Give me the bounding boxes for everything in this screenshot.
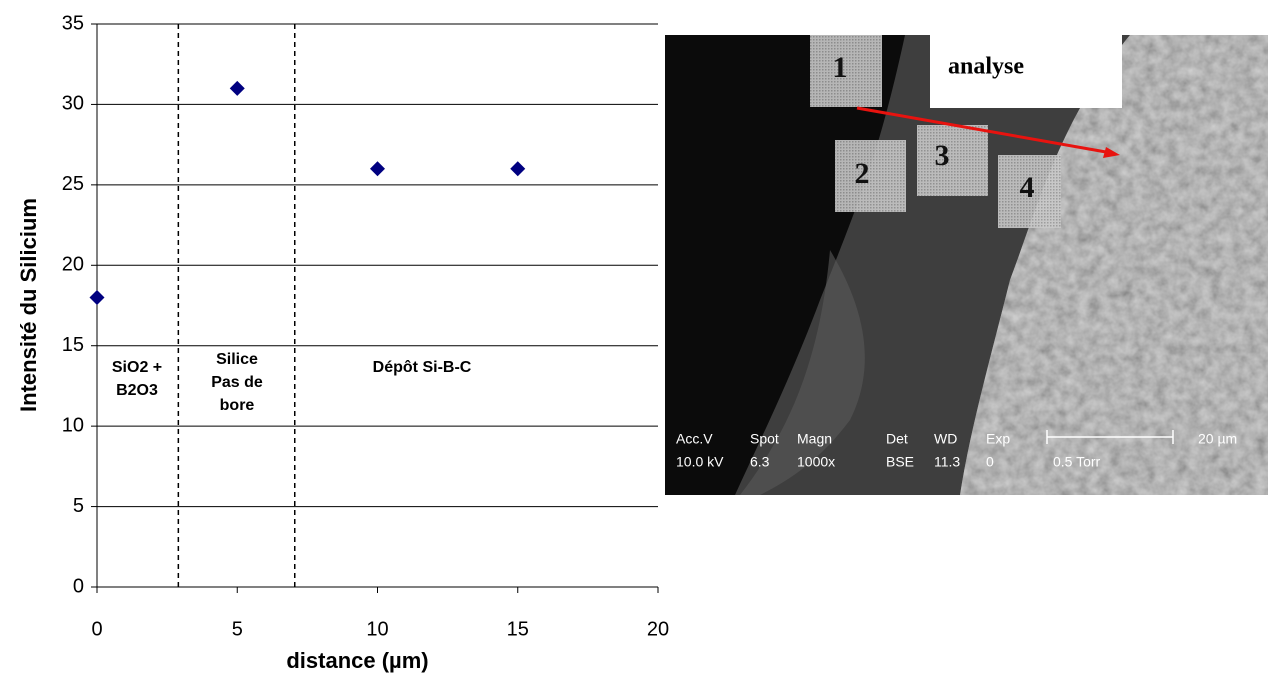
sem-info: Spot bbox=[750, 431, 779, 447]
y-tick-label: 5 bbox=[73, 495, 84, 517]
annotation: Dépôt Si-B-C bbox=[373, 359, 472, 376]
sem-info: 0.5 Torr bbox=[1053, 454, 1101, 470]
y-tick-label: 0 bbox=[73, 575, 84, 597]
sem-info: Det bbox=[886, 431, 908, 447]
y-tick-label: 20 bbox=[62, 254, 84, 276]
annotation: SiO2 + bbox=[112, 359, 162, 376]
arrow-head bbox=[1103, 147, 1120, 158]
x-tick-label: 5 bbox=[232, 618, 243, 640]
sem-info: Exp bbox=[986, 431, 1010, 447]
sem-info: 20 µm bbox=[1198, 431, 1237, 447]
y-axis-title: Intensité du Silicium bbox=[16, 198, 41, 412]
point bbox=[89, 289, 105, 305]
sem-info: 1000x bbox=[797, 454, 835, 470]
y-tick-label: 25 bbox=[62, 173, 84, 195]
sem-info: 0 bbox=[986, 454, 994, 470]
annotation: bore bbox=[220, 397, 255, 414]
annotation: B2O3 bbox=[116, 382, 158, 399]
y-tick-label: 10 bbox=[62, 414, 84, 436]
point bbox=[370, 161, 385, 177]
caption: analyse bbox=[948, 54, 1024, 80]
sem-info: 11.3 bbox=[934, 454, 960, 470]
sem-info: WD bbox=[934, 431, 957, 447]
y-tick-label: 35 bbox=[62, 12, 84, 34]
point bbox=[510, 161, 526, 177]
analysis-box bbox=[998, 155, 1061, 228]
x-axis-title: distance (µm) bbox=[286, 648, 428, 673]
annotation: Silice bbox=[216, 351, 258, 368]
box-label: 4 bbox=[1020, 171, 1035, 204]
point bbox=[229, 80, 245, 96]
sem-info: BSE bbox=[886, 454, 914, 470]
x-tick-label: 15 bbox=[507, 618, 529, 640]
y-tick-label: 30 bbox=[62, 93, 84, 115]
arrow bbox=[856, 106, 1107, 154]
analysis-box bbox=[835, 140, 906, 212]
x-tick-label: 0 bbox=[91, 618, 102, 640]
caption-box bbox=[930, 35, 1122, 108]
sem-info: 10.0 kV bbox=[676, 454, 724, 470]
y-tick-label: 15 bbox=[62, 334, 84, 356]
annotation: Pas de bbox=[211, 374, 263, 391]
sem-info: Magn bbox=[797, 431, 832, 447]
sem-info: Acc.V bbox=[676, 431, 713, 447]
box-label: 2 bbox=[855, 157, 870, 190]
sem-info: 6.3 bbox=[750, 454, 770, 470]
box-label: 1 bbox=[833, 51, 848, 84]
x-tick-label: 10 bbox=[366, 618, 388, 640]
sem-texture bbox=[960, 35, 1268, 495]
x-tick-label: 20 bbox=[647, 618, 669, 640]
sem-image bbox=[665, 35, 1268, 495]
sem-debris bbox=[740, 250, 865, 495]
analysis-box bbox=[917, 125, 988, 196]
analysis-box bbox=[810, 35, 882, 107]
box-label: 3 bbox=[935, 139, 950, 172]
